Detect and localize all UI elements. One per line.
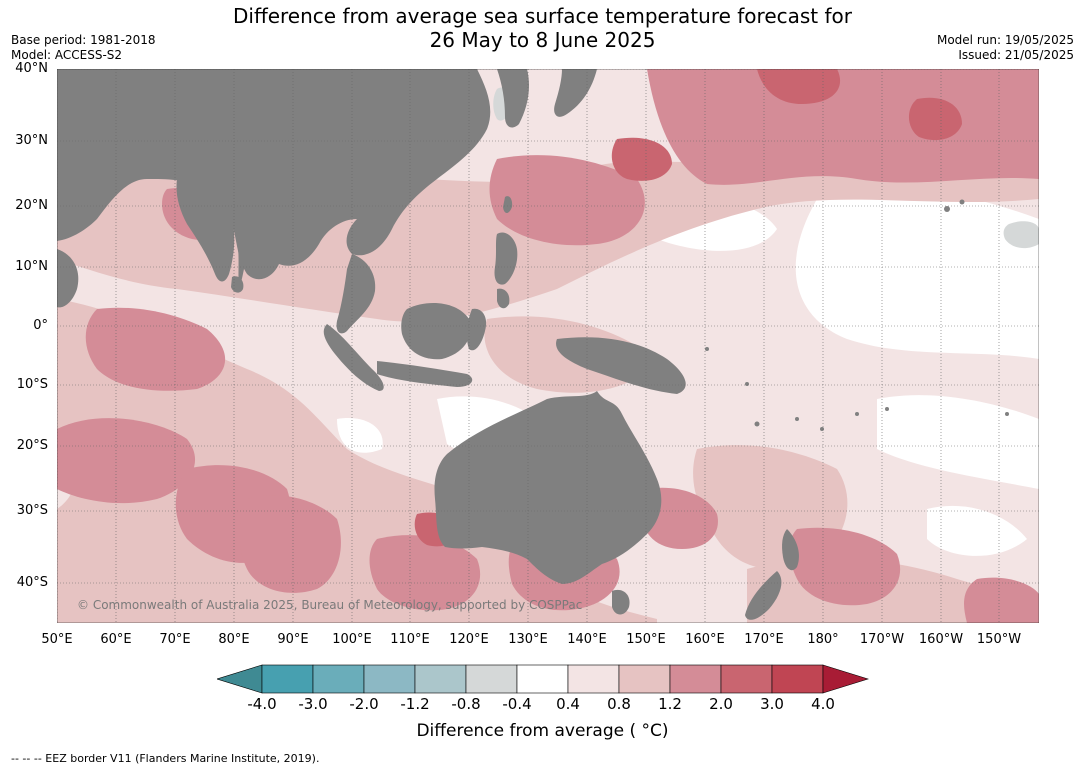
copyright-notice: © Commonwealth of Australia 2025, Bureau… [77,598,583,612]
issued-date: Issued: 21/05/2025 [958,48,1074,62]
legend-tick: 1.2 [658,695,682,713]
legend-swatch [465,664,518,694]
lat-label-30n: 30°N [15,133,48,148]
lat-label-10n: 10°N [15,259,48,274]
lat-label-10s: 10°S [16,377,48,392]
legend-swatch [771,664,824,694]
meta-right: Model run: 19/05/2025 Issued: 21/05/2025 [937,33,1074,63]
legend-swatch [414,664,467,694]
lon-label-150w: 150°W [976,632,1022,647]
lon-label-60e: 60°E [100,632,132,647]
lon-label-110e: 110°E [390,632,430,647]
lon-label-130e: 130°E [508,632,548,647]
map-grid [57,69,1039,623]
map-title: Difference from average sea surface temp… [0,4,1085,52]
lat-label-30s: 30°S [16,503,48,518]
lon-label-90e: 90°E [277,632,309,647]
lon-label-170w: 170°W [859,632,905,647]
lon-label-140e: 140°E [567,632,607,647]
lat-label-0: 0° [33,318,48,333]
legend-swatch [516,664,569,694]
legend-swatch [618,664,671,694]
meta-left: Base period: 1981-2018 Model: ACCESS-S2 [11,33,156,63]
lat-label-40n: 40°N [15,61,48,76]
lon-label-160e: 160°E [685,632,725,647]
anomaly-1-2-regions [57,69,1039,623]
legend-tick: 2.0 [709,695,733,713]
legend-arrow-low [217,664,263,694]
model-run: Model run: 19/05/2025 [936,33,1074,47]
legend-swatch [567,664,620,694]
legend-swatch [312,664,365,694]
lon-label-150e: 150°E [626,632,666,647]
legend-arrow-high [822,664,869,694]
legend-tick: -2.0 [349,695,379,713]
anomaly-2-0-regions [414,69,962,547]
legend-tick: -1.2 [400,695,430,713]
lon-label-160w: 160°W [918,632,964,647]
legend-swatch [669,664,722,694]
lat-label-20s: 20°S [16,438,48,453]
lon-label-50e: 50°E [41,632,73,647]
lon-label-70e: 70°E [159,632,191,647]
lat-label-40s: 40°S [16,575,48,590]
lon-label-170e: 170°E [744,632,784,647]
footnote: -- -- -- EEZ border V11 (Flanders Marine… [11,752,320,765]
legend-tick: 4.0 [811,695,835,713]
base-period: Base period: 1981-2018 [11,33,156,47]
lon-label-120e: 120°E [449,632,489,647]
legend-tick: -4.0 [247,695,277,713]
lat-label-20n: 20°N [15,198,48,213]
legend-tick: -3.0 [298,695,328,713]
land-masses [57,69,1009,620]
legend-tick: 0.4 [556,695,580,713]
legend-swatch [720,664,773,694]
legend-tick: 3.0 [760,695,784,713]
model-name: Model: ACCESS-S2 [11,48,123,62]
sst-anomaly-map [57,69,1039,623]
lon-label-180: 180° [807,632,839,647]
legend-colorbar [217,664,869,694]
title-line-2: 26 May to 8 June 2025 [429,28,656,52]
legend-title: Difference from average ( °C) [416,721,669,741]
legend-tick: -0.4 [502,695,532,713]
title-line-1: Difference from average sea surface temp… [232,4,852,28]
legend-swatch [261,664,314,694]
lon-label-100e: 100°E [332,632,372,647]
legend-tick: -0.8 [451,695,481,713]
lon-label-80e: 80°E [218,632,250,647]
legend-tick: 0.8 [607,695,631,713]
legend-swatch [363,664,416,694]
